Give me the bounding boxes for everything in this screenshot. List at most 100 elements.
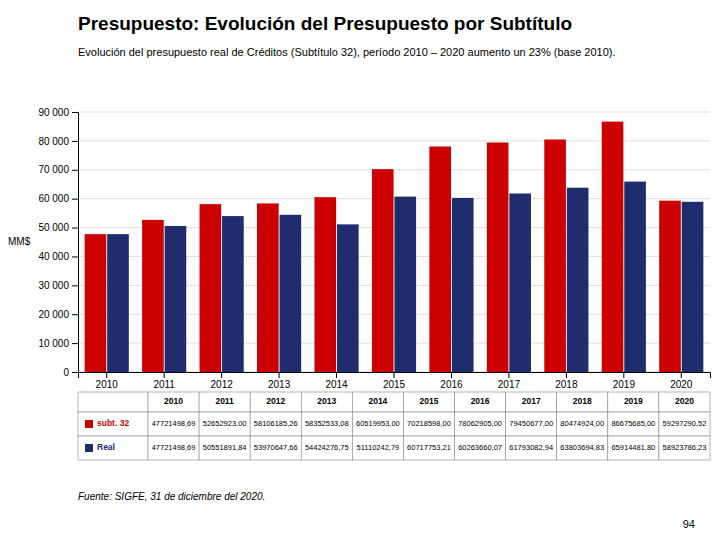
table-cell [557, 412, 608, 436]
tick: 70 000 [38, 164, 78, 175]
tick: 50 000 [38, 222, 78, 233]
table-header: 2013 [317, 396, 336, 406]
tick: 0 [63, 367, 78, 378]
table-header: 2015 [420, 396, 439, 406]
table-header: 2011 [215, 396, 234, 406]
tick-label: 10 000 [38, 338, 69, 349]
bars [85, 122, 704, 372]
chart: Presupuesto: Evolución del Presupuesto p… [0, 0, 720, 540]
bar [394, 197, 416, 372]
table-value: 86675685,00 [611, 419, 655, 428]
bar [200, 204, 222, 372]
tick: 80 000 [38, 136, 78, 147]
table-header: 2018 [573, 396, 592, 406]
tick-mark [72, 343, 78, 344]
tick-label: 40 000 [38, 251, 69, 262]
bar [682, 202, 704, 372]
bar [165, 226, 187, 372]
tick: 2012 [211, 372, 234, 390]
tick: 60 000 [38, 193, 78, 204]
table-header: 2017 [522, 396, 541, 406]
bar-series [107, 182, 703, 372]
bar [602, 122, 624, 372]
bar [280, 215, 302, 372]
tick-label: 60 000 [38, 193, 69, 204]
tick-label: 2015 [383, 379, 406, 390]
table-header: 2010 [164, 396, 183, 406]
tick: 30 000 [38, 280, 78, 291]
tick-label: 2011 [153, 379, 175, 390]
table-header: 2016 [471, 396, 490, 406]
table-header: 2014 [368, 396, 387, 406]
bar [509, 193, 531, 372]
table-cell [659, 392, 710, 412]
bar [337, 224, 359, 372]
bar [567, 188, 589, 372]
table: 2010201120122013201420152016201720182019… [78, 392, 710, 460]
tick-label: 70 000 [38, 164, 69, 175]
table-value: 58923786,23 [663, 443, 707, 452]
table-cell [506, 436, 557, 460]
table-cell [403, 392, 454, 412]
tick: 2017 [498, 372, 521, 390]
x-axis: 2010201120122013201420152016201720182019… [79, 372, 711, 390]
axis-line [72, 113, 79, 373]
table-cell [148, 412, 199, 436]
table-cell [199, 436, 250, 460]
tick-mark [394, 372, 395, 378]
table-cell [148, 436, 199, 460]
tick-label: 2020 [670, 379, 693, 390]
tick-label: 2013 [268, 379, 291, 390]
bar [222, 216, 244, 372]
table-cell [148, 392, 199, 412]
table-cell [78, 392, 148, 412]
table-cell [659, 412, 710, 436]
table-cell [78, 436, 148, 460]
tick-mark [72, 285, 78, 286]
table-value: 60519953,00 [356, 419, 400, 428]
subtitle: Evolución del presupuesto real de Crédit… [78, 46, 616, 58]
bar [659, 201, 681, 372]
table-cell [506, 392, 557, 412]
bar [85, 234, 107, 372]
table-value: 79450677,00 [509, 419, 553, 428]
table-header: 2019 [624, 396, 643, 406]
table-cell [352, 392, 403, 412]
tick: 2015 [383, 372, 406, 390]
bar [429, 146, 451, 372]
tick-mark [72, 256, 78, 257]
table-cell [301, 392, 352, 412]
bar [314, 197, 336, 372]
tick-mark [221, 372, 222, 378]
table-cell [199, 412, 250, 436]
axis-line [79, 373, 711, 379]
table-value: 70218598,00 [407, 419, 451, 428]
table-value: 78062905,00 [458, 419, 502, 428]
table-cell [403, 412, 454, 436]
table-cell [659, 436, 710, 460]
tick-mark [164, 372, 165, 378]
legend-swatch [85, 420, 93, 428]
table-cell [301, 412, 352, 436]
tick-mark [451, 372, 452, 378]
page-number: 94 [683, 518, 695, 530]
tick-label: 30 000 [38, 280, 69, 291]
table-value: 58106185,26 [254, 419, 298, 428]
table-cell [455, 412, 506, 436]
tick: 10 000 [38, 338, 78, 349]
tick-label: 0 [63, 367, 69, 378]
table-row-label: Real [97, 442, 115, 452]
tick: 2018 [555, 372, 578, 390]
tick-label: 80 000 [38, 136, 69, 147]
table-value: 54424276,75 [305, 443, 349, 452]
table-cell [506, 412, 557, 436]
table-cell [403, 436, 454, 460]
tick: 40 000 [38, 251, 78, 262]
tick: 90 000 [38, 107, 78, 118]
table-value: 60263660,07 [458, 443, 502, 452]
table-value: 60717753,21 [407, 443, 451, 452]
bar [452, 198, 474, 372]
tick-label: 2014 [325, 379, 348, 390]
tick-label: 20 000 [38, 309, 69, 320]
tick-mark [566, 372, 567, 378]
